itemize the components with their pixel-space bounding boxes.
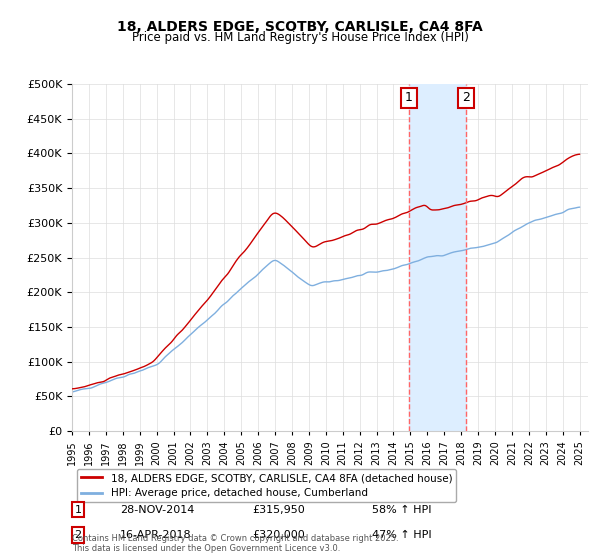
Text: 18, ALDERS EDGE, SCOTBY, CARLISLE, CA4 8FA: 18, ALDERS EDGE, SCOTBY, CARLISLE, CA4 8… xyxy=(117,20,483,34)
Text: 2: 2 xyxy=(74,530,82,540)
Text: 47% ↑ HPI: 47% ↑ HPI xyxy=(372,530,431,540)
Text: 1: 1 xyxy=(74,505,82,515)
Legend: 18, ALDERS EDGE, SCOTBY, CARLISLE, CA4 8FA (detached house), HPI: Average price,: 18, ALDERS EDGE, SCOTBY, CARLISLE, CA4 8… xyxy=(77,469,457,502)
Text: 16-APR-2018: 16-APR-2018 xyxy=(120,530,191,540)
Text: £315,950: £315,950 xyxy=(252,505,305,515)
Text: Price paid vs. HM Land Registry's House Price Index (HPI): Price paid vs. HM Land Registry's House … xyxy=(131,31,469,44)
Text: 58% ↑ HPI: 58% ↑ HPI xyxy=(372,505,431,515)
Text: 1: 1 xyxy=(405,91,413,104)
Bar xyxy=(409,84,466,431)
Text: Contains HM Land Registry data © Crown copyright and database right 2025.
This d: Contains HM Land Registry data © Crown c… xyxy=(72,534,398,553)
Text: 2: 2 xyxy=(462,91,470,104)
Text: 28-NOV-2014: 28-NOV-2014 xyxy=(120,505,194,515)
Text: £320,000: £320,000 xyxy=(252,530,305,540)
